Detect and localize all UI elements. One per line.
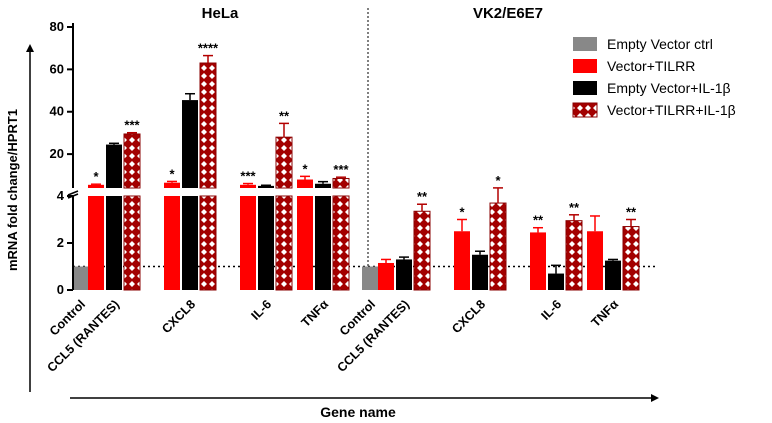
- significance-hela-il-6-vector-tilrr: ***: [240, 169, 256, 184]
- bar-vk2-e6e7-il-6-vector-tilrr-il-1: [565, 220, 583, 291]
- significance-hela-ccl5-rantes-vector-tilrr-il-1: ***: [124, 118, 140, 133]
- bar-hela-cxcl8-empty-vector-il-1: [182, 100, 198, 188]
- legend-label-empty-vector-il-1: Empty Vector+IL-1β: [607, 80, 731, 96]
- bar-hela-cxcl8-vector-tilrr-il-1: [199, 62, 217, 189]
- significance-hela-cxcl8-vector-tilrr: *: [169, 166, 175, 181]
- bar-hela-ccl5-rantes-vector-tilrr-il-1: [123, 133, 141, 189]
- y-tick-label-40: 40: [50, 104, 64, 119]
- significance-hela-tnf-vector-tilrr: *: [302, 161, 308, 176]
- bar-hela-ccl5-rantes-vector-tilrr-lower: [88, 196, 104, 290]
- panel-title-vk2-e6e7: VK2/E6E7: [473, 5, 543, 22]
- legend-swatch-vector-tilrr-il-1: [572, 102, 598, 118]
- significance-vk2-e6e7-il-6-vector-tilrr: **: [533, 213, 544, 228]
- significance-vk2-e6e7-cxcl8-vector-tilrr: *: [459, 205, 465, 220]
- bar-hela-cxcl8-vector-tilrr: [164, 182, 180, 188]
- significance-hela-cxcl8-vector-tilrr-il-1: ****: [198, 41, 219, 56]
- bar-hela-il-6-vector-tilrr-il-1-lower: [275, 195, 293, 291]
- bar-vk2-e6e7-tnf-vector-tilrr: [587, 231, 603, 290]
- y-tick-label-60: 60: [50, 61, 64, 76]
- y-tick-label-0: 0: [57, 282, 64, 297]
- category-label-vk2-e6e7-cxcl8: CXCL8: [449, 297, 488, 336]
- bar-hela-il-6-vector-tilrr: [240, 184, 256, 188]
- category-label-vk2-e6e7-il-6: IL-6: [538, 297, 564, 323]
- significance-vk2-e6e7-cxcl8-vector-tilrr-il-1: *: [495, 173, 501, 188]
- y-tick-label-20: 20: [50, 146, 64, 161]
- bar-vk2-e6e7-control-empty-vector-ctrl: [362, 266, 378, 290]
- significance-vk2-e6e7-tnf-vector-tilrr-il-1: **: [626, 205, 637, 220]
- legend-label-vector-tilrr-il-1: Vector+TILRR+IL-1β: [607, 102, 736, 118]
- significance-hela-tnf-vector-tilrr-il-1: ***: [333, 162, 349, 177]
- category-label-hela-tnf: TNFα: [299, 297, 332, 330]
- panel-title-hela: HeLa: [202, 5, 239, 22]
- y-tick-label-80: 80: [50, 19, 64, 34]
- bar-vk2-e6e7-tnf-vector-tilrr-il-1: [622, 226, 640, 291]
- bar-vk2-e6e7-cxcl8-vector-tilrr-il-1: [489, 202, 507, 291]
- bar-hela-tnf-empty-vector-il-1-lower: [315, 196, 331, 290]
- bar-hela-control-empty-vector-ctrl: [72, 266, 88, 290]
- legend-label-empty-vector-ctrl: Empty Vector ctrl: [607, 36, 713, 52]
- bar-hela-tnf-vector-tilrr-il-1: [332, 177, 350, 189]
- bar-vk2-e6e7-tnf-empty-vector-il-1: [605, 260, 621, 290]
- bar-hela-tnf-vector-tilrr: [297, 179, 313, 188]
- bar-hela-il-6-empty-vector-il-1-lower: [258, 196, 274, 290]
- bar-hela-cxcl8-vector-tilrr-il-1-lower: [199, 195, 217, 291]
- legend-swatch-vector-tilrr: [573, 59, 597, 73]
- y-tick-label-4: 4: [57, 188, 65, 203]
- bar-hela-il-6-vector-tilrr-lower: [240, 196, 256, 290]
- bar-hela-ccl5-rantes-empty-vector-il-1: [106, 144, 122, 188]
- bar-hela-ccl5-rantes-vector-tilrr-il-1-lower: [123, 195, 141, 291]
- category-label-vk2-e6e7-tnf: TNFα: [589, 297, 622, 330]
- x-axis-title: Gene name: [320, 404, 396, 420]
- bar-hela-cxcl8-vector-tilrr-lower: [164, 196, 180, 290]
- bar-hela-tnf-empty-vector-il-1: [315, 183, 331, 188]
- bar-vk2-e6e7-ccl5-rantes-vector-tilrr-il-1: [413, 210, 431, 291]
- bar-vk2-e6e7-cxcl8-empty-vector-il-1: [472, 254, 488, 290]
- bar-hela-ccl5-rantes-vector-tilrr: [88, 184, 104, 188]
- y-tick-label-2: 2: [57, 235, 64, 250]
- significance-vk2-e6e7-ccl5-rantes-vector-tilrr-il-1: **: [417, 189, 428, 204]
- bar-hela-tnf-vector-tilrr-il-1-lower: [332, 195, 350, 291]
- bar-vk2-e6e7-cxcl8-vector-tilrr: [454, 231, 470, 290]
- bar-hela-ccl5-rantes-empty-vector-il-1-lower: [106, 196, 122, 290]
- category-label-hela-cxcl8: CXCL8: [159, 297, 198, 336]
- legend-swatch-empty-vector-ctrl: [573, 37, 597, 51]
- category-label-hela-il-6: IL-6: [248, 297, 274, 323]
- y-axis-title: mRNA fold change/HPRT1: [5, 109, 20, 271]
- legend-label-vector-tilrr: Vector+TILRR: [607, 58, 695, 74]
- significance-vk2-e6e7-il-6-vector-tilrr-il-1: **: [569, 200, 580, 215]
- bar-vk2-e6e7-il-6-empty-vector-il-1: [548, 273, 564, 290]
- bar-hela-il-6-empty-vector-il-1: [258, 185, 274, 188]
- bar-vk2-e6e7-ccl5-rantes-empty-vector-il-1: [396, 259, 412, 290]
- bar-vk2-e6e7-il-6-vector-tilrr: [530, 232, 546, 290]
- bar-hela-tnf-vector-tilrr-lower: [297, 196, 313, 290]
- axis-break-mark: [67, 190, 79, 196]
- significance-hela-il-6-vector-tilrr-il-1: **: [279, 108, 290, 123]
- significance-hela-ccl5-rantes-vector-tilrr: *: [93, 169, 99, 184]
- bar-vk2-e6e7-ccl5-rantes-vector-tilrr: [378, 262, 394, 290]
- legend-swatch-empty-vector-il-1: [573, 81, 597, 95]
- bar-hela-il-6-vector-tilrr-il-1: [275, 136, 293, 189]
- bar-hela-cxcl8-empty-vector-il-1-lower: [182, 196, 198, 290]
